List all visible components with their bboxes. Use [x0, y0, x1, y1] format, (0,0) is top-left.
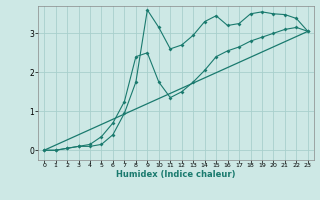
X-axis label: Humidex (Indice chaleur): Humidex (Indice chaleur): [116, 170, 236, 179]
